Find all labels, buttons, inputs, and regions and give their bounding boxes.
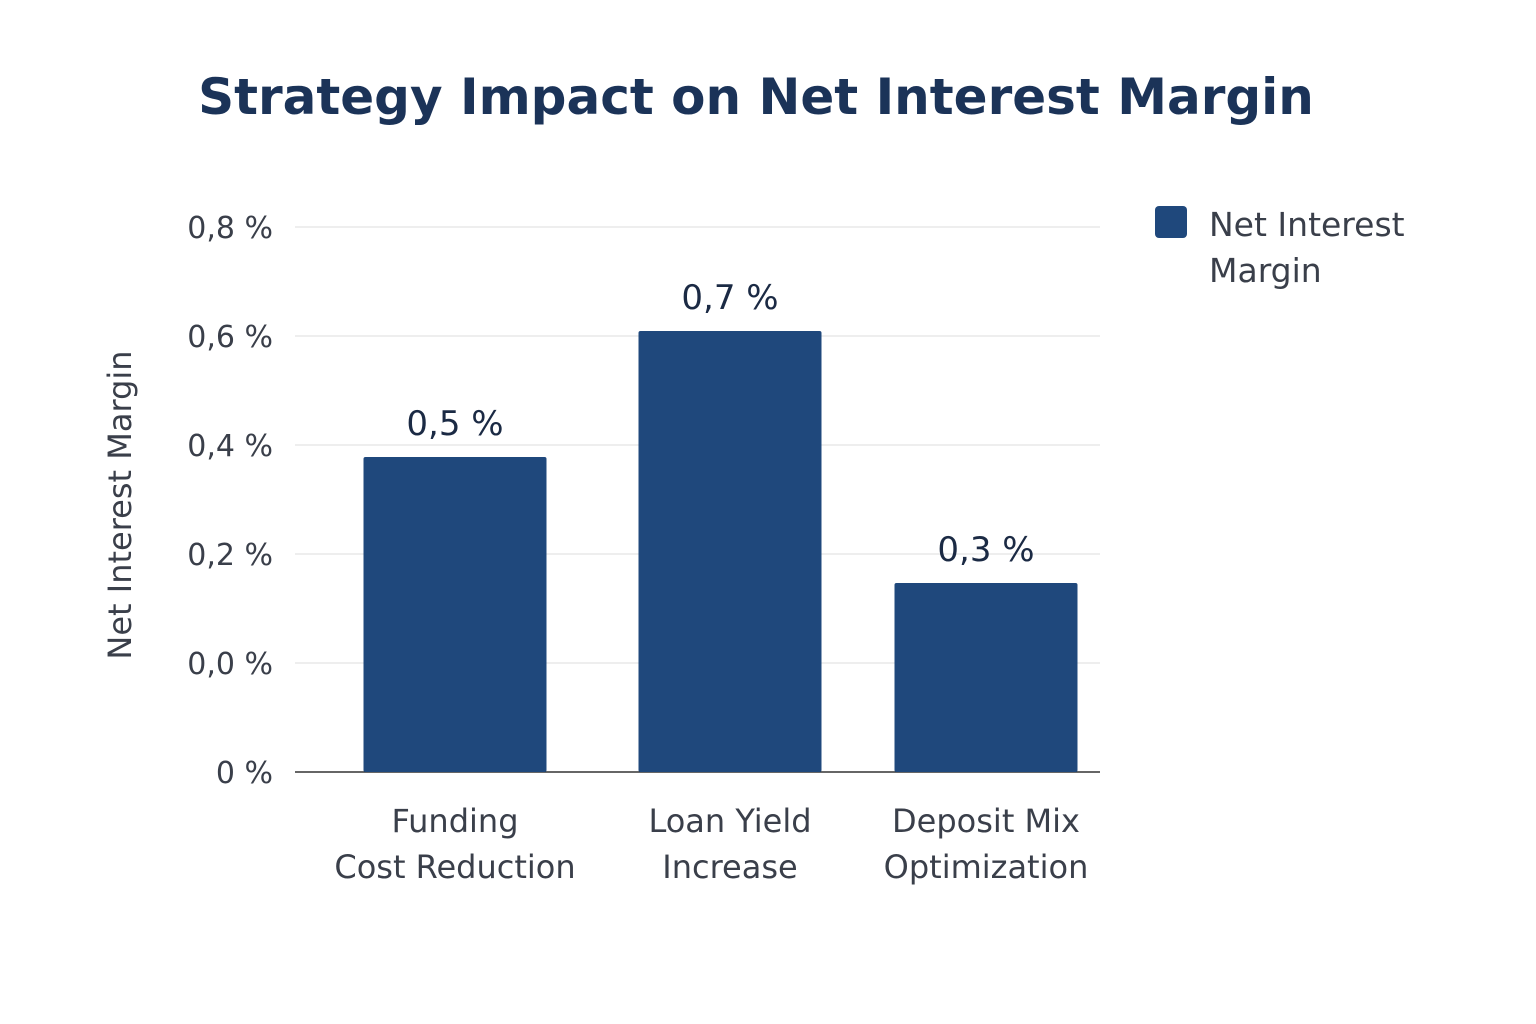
data-label: 0,7 %: [681, 278, 778, 318]
x-tick-label: Cost Reduction: [334, 848, 575, 886]
x-tick-label: Increase: [662, 848, 797, 886]
data-label: 0,5 %: [406, 404, 503, 444]
x-tick-label: Funding: [391, 802, 518, 840]
bar: [894, 583, 1078, 772]
x-tick-label: Optimization: [884, 848, 1089, 886]
chart-title: Strategy Impact on Net Interest Margin: [198, 68, 1314, 126]
legend: Net Interest Margin: [1155, 202, 1419, 294]
y-tick-label: 0,0 %: [187, 647, 273, 682]
data-label: 0,3 %: [937, 530, 1034, 570]
y-tick-label: 0 %: [216, 756, 273, 791]
x-tick-label: Deposit Mix: [892, 802, 1080, 840]
y-tick-label: 0,4 %: [187, 429, 273, 464]
x-tick-label: Loan Yield: [648, 802, 811, 840]
y-axis-label: Net Interest Margin: [101, 350, 139, 659]
legend-swatch: [1155, 206, 1187, 238]
y-tick-label: 0,6 %: [187, 320, 273, 355]
legend-label: Net Interest Margin: [1209, 205, 1405, 290]
y-tick-label: 0,2 %: [187, 538, 273, 573]
y-tick-label: 0,8 %: [187, 211, 273, 246]
bar: [638, 331, 822, 772]
bar: [363, 457, 547, 772]
